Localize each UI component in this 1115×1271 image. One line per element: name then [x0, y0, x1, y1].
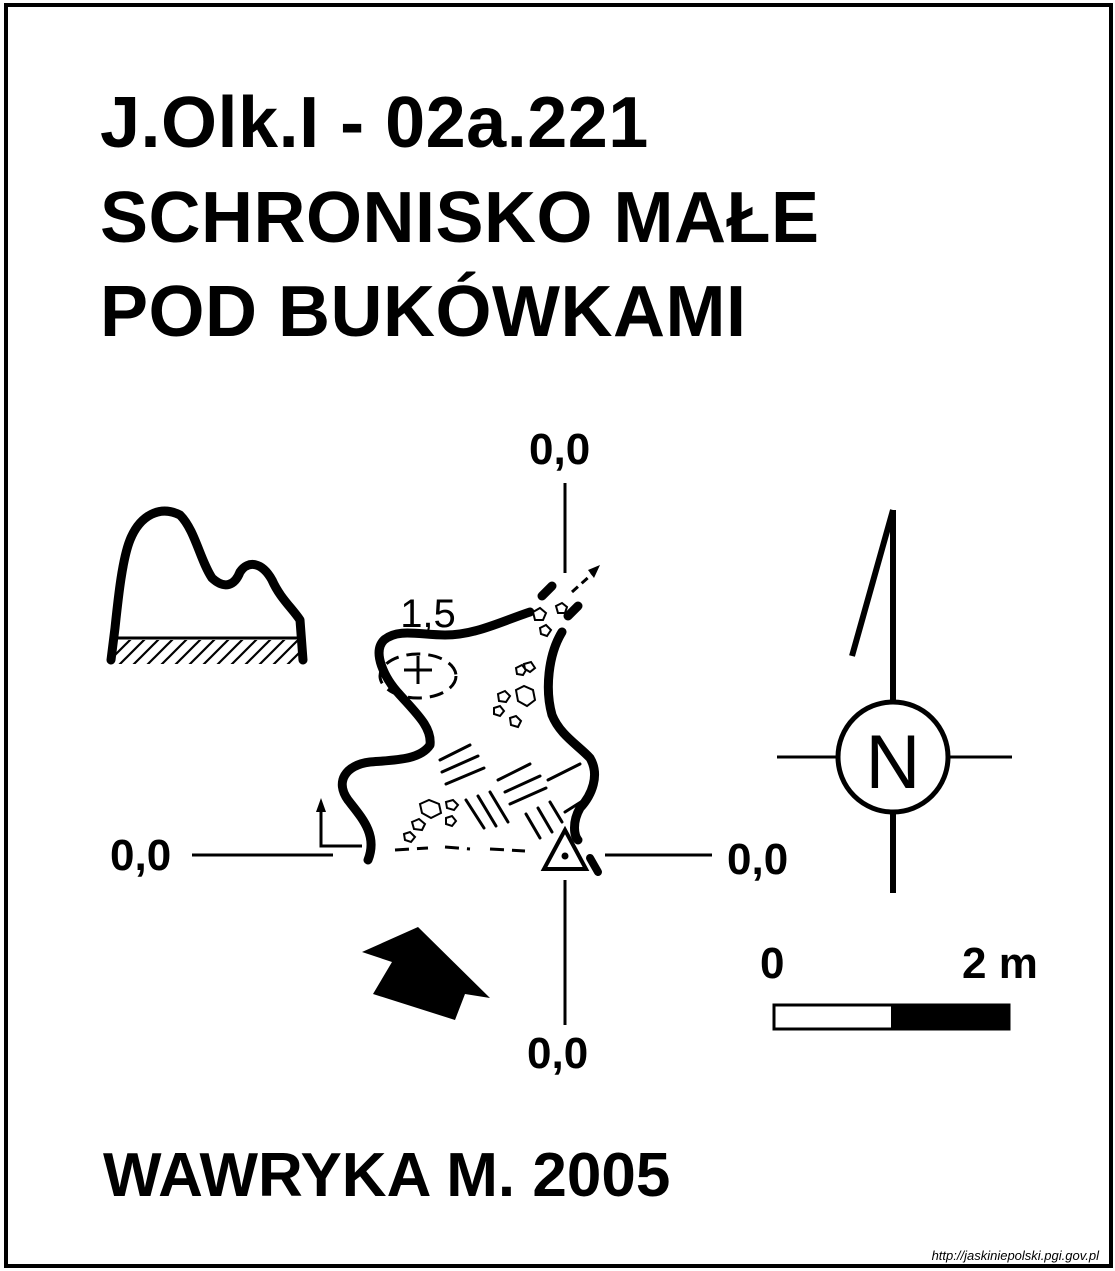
datum-lines: [192, 483, 712, 1025]
source-url-link[interactable]: http://jaskiniepolski.pgi.gov.pl: [931, 1248, 1099, 1263]
survey-station-icon: [540, 825, 590, 871]
cave-code-title: J.Olk.I - 02a.221: [100, 83, 649, 163]
north-arrow-icon: N: [777, 509, 1012, 893]
datum-label-bottom: 0,0: [527, 1029, 589, 1078]
entrance-dash: [563, 601, 583, 621]
scale-end-label: 2 m: [962, 939, 1038, 988]
continuation-arrow-icon: [570, 565, 600, 594]
sheet-border: [4, 3, 1113, 1268]
height-mark-label: 1,5: [400, 592, 456, 636]
dripline: [394, 845, 526, 853]
north-letter: N: [866, 720, 921, 805]
datum-label-top: 0,0: [529, 425, 591, 474]
floor-hatching: [114, 640, 300, 664]
datum-label-right: 0,0: [727, 835, 789, 884]
entrance-arrow-icon: [362, 927, 490, 1020]
scale-bar: [772, 1003, 1011, 1031]
high-point-marker: [378, 652, 458, 700]
cave-outline: [337, 581, 602, 876]
sediment-hatching: [438, 743, 586, 840]
cave-name-line-2: POD BUKÓWKAMI: [100, 272, 747, 352]
rubble-boulders: [402, 601, 569, 844]
scale-start-label: 0: [760, 939, 785, 988]
author-credit: WAWRYKA M. 2005: [103, 1141, 671, 1210]
section-marker-arrow-icon: [316, 798, 362, 848]
cave-name-line-1: SCHRONISKO MAŁE: [100, 178, 820, 258]
datum-label-left: 0,0: [110, 831, 172, 880]
entrance-dash: [537, 581, 557, 601]
cross-section-profile: [106, 506, 308, 665]
